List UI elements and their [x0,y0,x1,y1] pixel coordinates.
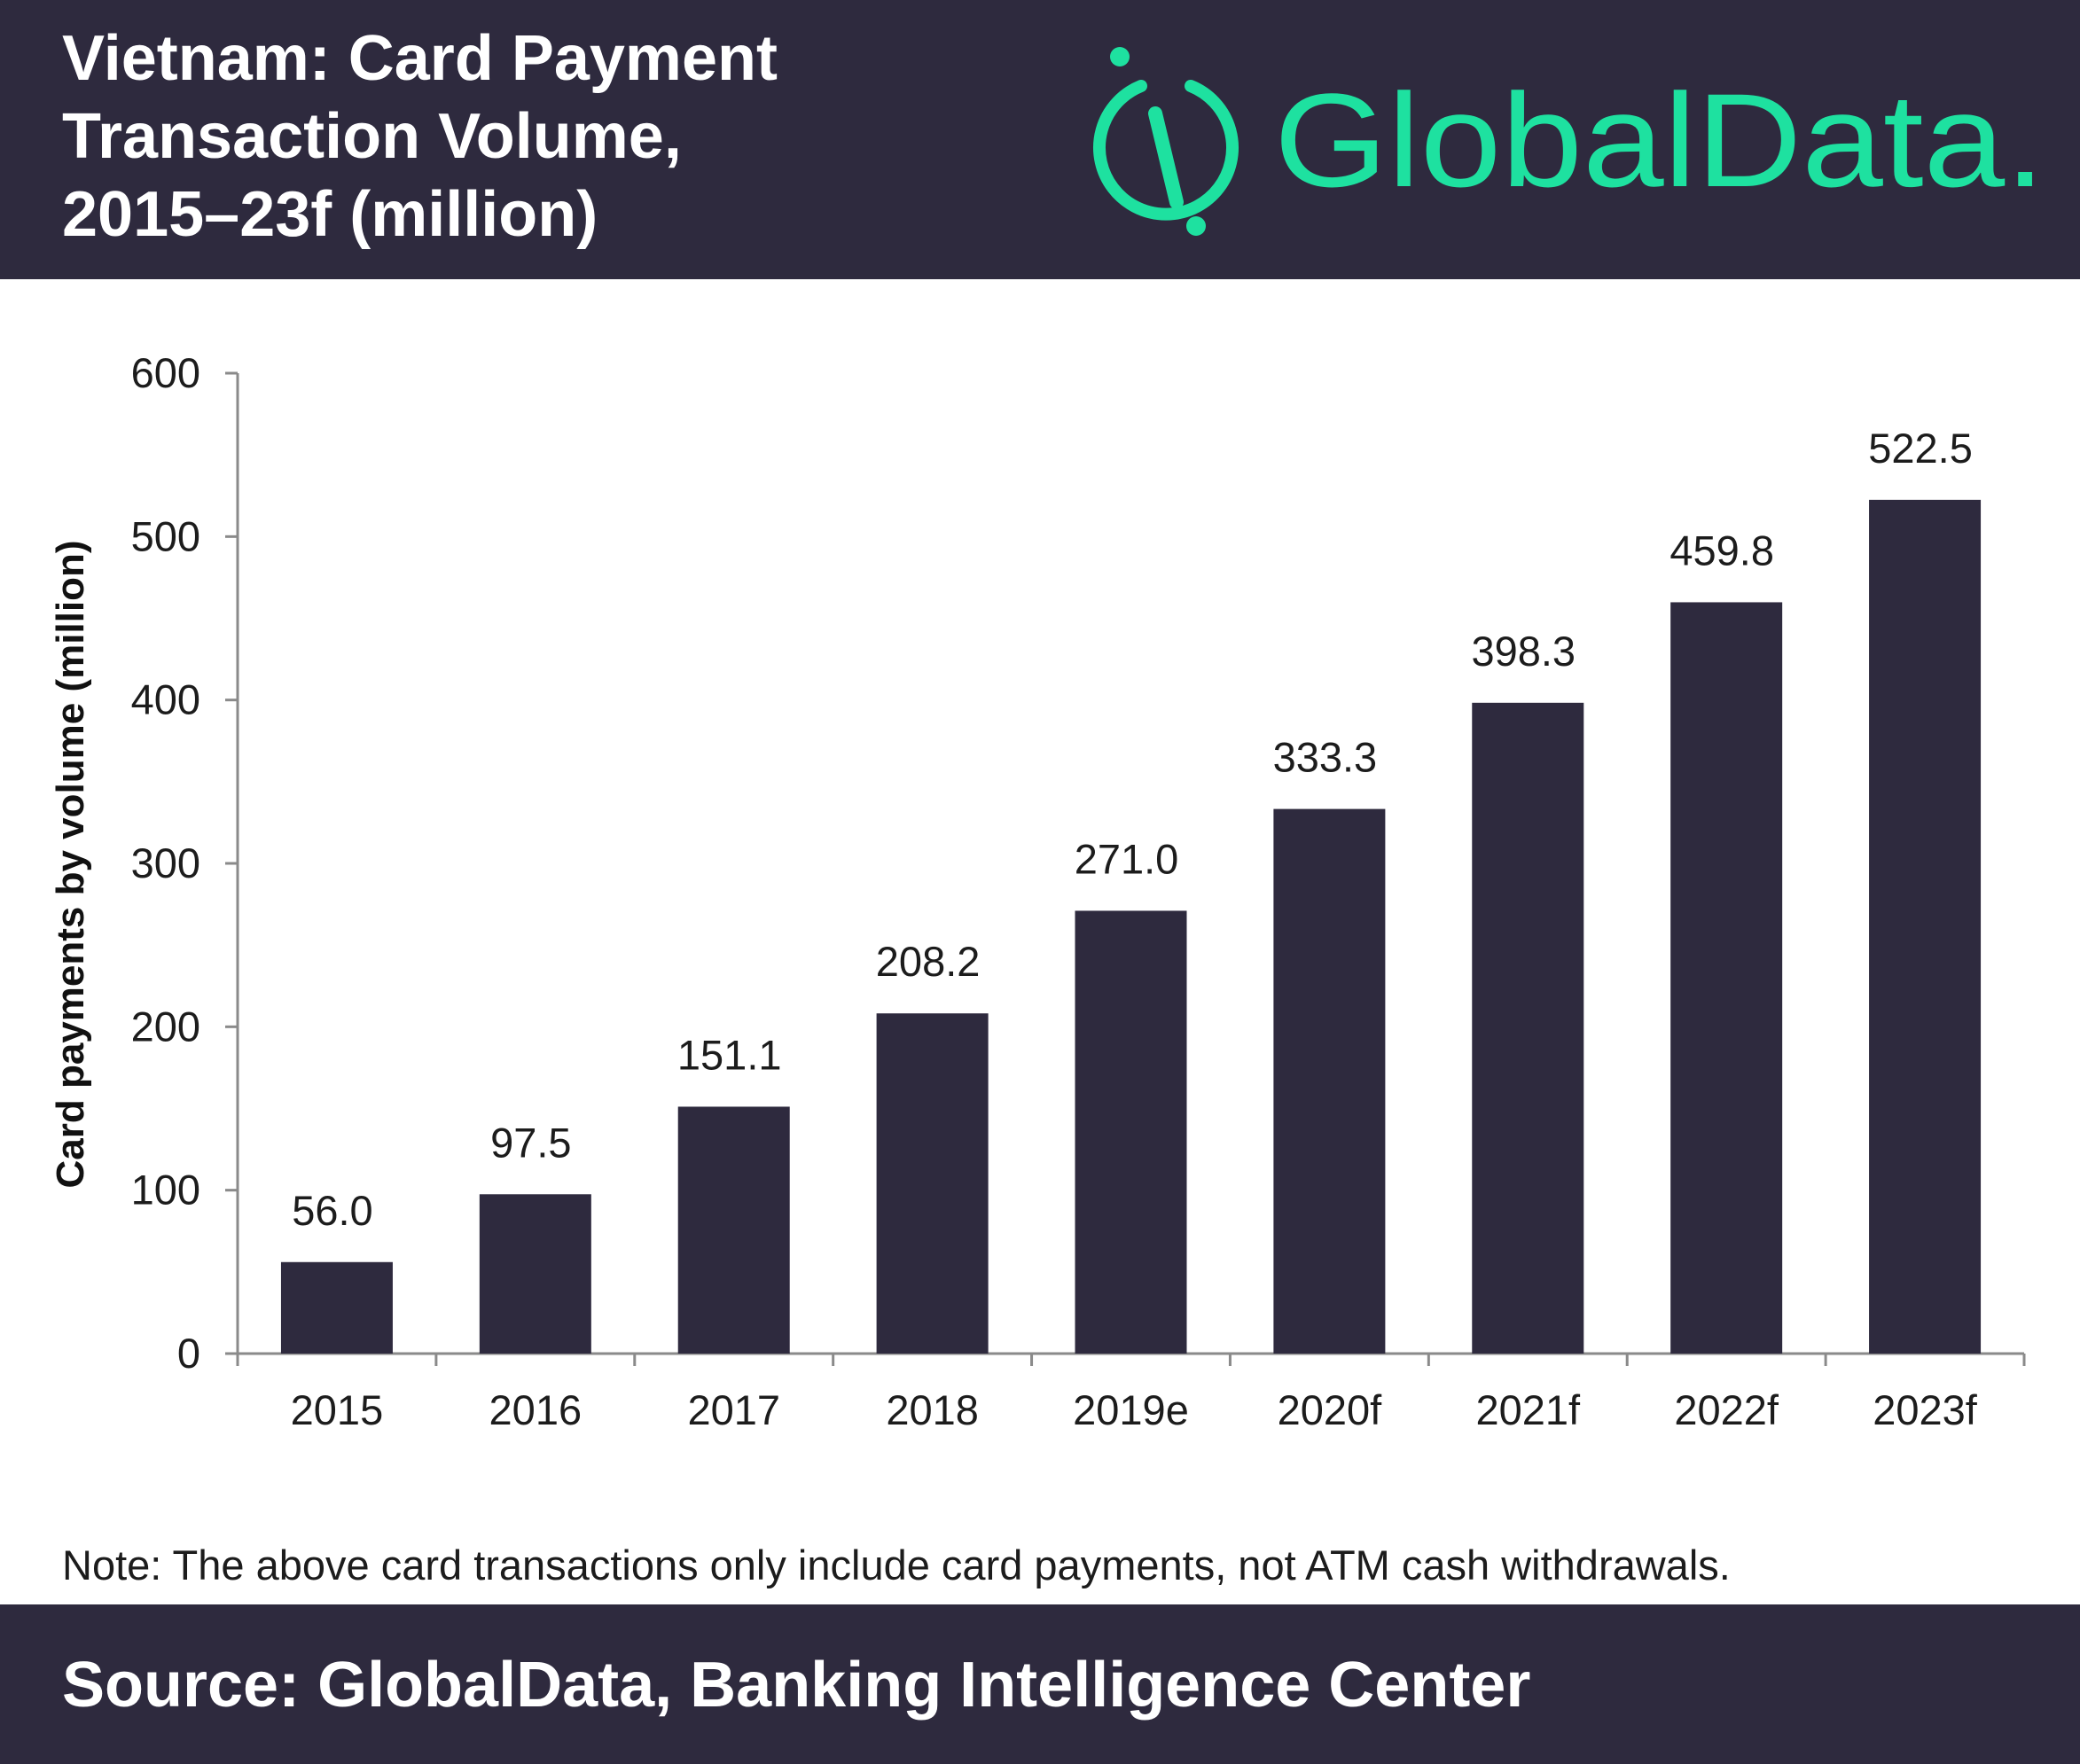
globaldata-logo: GlobalData. [1093,47,2045,236]
header-banner: Vietnam: Card Payment Transaction Volume… [0,0,2080,279]
bar [1075,910,1187,1354]
data-label: 56.0 [292,1187,372,1234]
chart-note: Note: The above card transactions only i… [62,1542,1731,1588]
globaldata-logo-wordmark: GlobalData. [1274,66,2045,215]
x-category-label: 2020f [1278,1386,1383,1433]
y-tick-label: 300 [131,839,200,886]
bar [479,1194,591,1354]
chart-title: Vietnam: Card Payment Transaction Volume… [62,20,949,254]
x-category-label: 2021f [1475,1386,1581,1433]
x-category-label: 2016 [489,1386,583,1433]
y-tick-label: 200 [131,1003,200,1050]
bar [677,1106,790,1354]
y-tick-label: 0 [177,1330,200,1377]
title-line-1: Vietnam: Card Payment [62,23,778,94]
data-label: 459.8 [1669,527,1774,574]
bar-chart: 0 100 200 300 400 500 600 56.0 2015 97.5 2016 151.1… [49,349,2026,1433]
x-category-label: 2019e [1073,1386,1189,1433]
source-text: Source: GlobalData, Banking Intelligence… [62,1650,1531,1721]
footer-banner: Source: GlobalData, Banking Intelligence… [0,1604,2080,1764]
y-tick-label: 100 [131,1167,200,1214]
y-tick-label: 400 [131,676,200,723]
bar [1472,702,1584,1354]
bar [280,1261,393,1354]
data-label: 97.5 [490,1119,571,1166]
bar [1273,808,1386,1354]
data-label: 151.1 [677,1031,782,1078]
title-line-2: Transaction Volume, [62,101,682,172]
bar [1869,499,1982,1354]
data-label: 398.3 [1471,628,1576,675]
x-category-label: 2015 [291,1386,384,1433]
x-category-label: 2023f [1873,1386,1978,1433]
x-category-label: 2018 [886,1386,979,1433]
globaldata-logo-icon [1093,47,1239,236]
data-label: 522.5 [1868,425,1973,472]
chart-bars [280,499,1982,1354]
data-label: 208.2 [876,938,981,985]
title-line-3: 2015–23f (million) [62,179,598,250]
y-axis-title: Card payments by volume (million) [49,540,92,1188]
data-label: 333.3 [1273,734,1378,781]
y-tick-label: 600 [131,349,200,396]
bar [1670,602,1783,1354]
bar [876,1013,989,1354]
x-category-label: 2017 [687,1386,780,1433]
y-tick-label: 500 [131,512,200,559]
chart-labels: 0 100 200 300 400 500 600 56.0 2015 97.5 2016 151.1… [131,349,1978,1433]
x-category-label: 2022f [1674,1386,1779,1433]
data-label: 271.0 [1075,835,1179,882]
